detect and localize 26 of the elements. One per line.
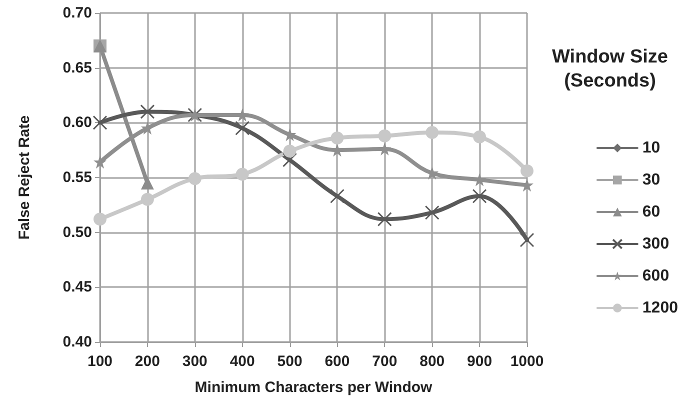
- x-tick-label: 300: [182, 353, 208, 370]
- legend-label: 30: [642, 172, 660, 188]
- x-tick-label: 600: [324, 353, 350, 370]
- x-tick-label: 700: [372, 353, 398, 370]
- x-axis-title: Minimum Characters per Window: [194, 379, 433, 396]
- y-tick-label: 0.65: [62, 59, 92, 76]
- legend-title: Window Size (Seconds): [552, 46, 668, 92]
- y-tick-label: 0.40: [62, 334, 92, 350]
- x-tick-label: 800: [420, 353, 445, 370]
- y-axis-title: False Reject Rate: [16, 115, 33, 240]
- y-tick-label: 0.50: [62, 224, 92, 241]
- legend-label: 300: [642, 236, 670, 252]
- x-tick-label: 1000: [510, 353, 544, 370]
- x-tick-label: 900: [467, 353, 492, 370]
- y-tick-label: 0.55: [62, 169, 92, 186]
- x-tick-label: 400: [230, 353, 255, 370]
- x-tick-label: 200: [134, 353, 160, 370]
- legend-label: 1200: [642, 300, 678, 316]
- x-tick-label: 500: [277, 353, 302, 370]
- legend-label: 10: [642, 140, 660, 156]
- y-tick-label: 0.45: [62, 278, 92, 296]
- x-tick-label: 100: [87, 353, 113, 370]
- legend-label: 600: [642, 268, 670, 284]
- y-tick-label: 0.70: [62, 4, 92, 22]
- y-tick-label: 0.60: [62, 114, 92, 132]
- legend-label: 60: [642, 204, 660, 220]
